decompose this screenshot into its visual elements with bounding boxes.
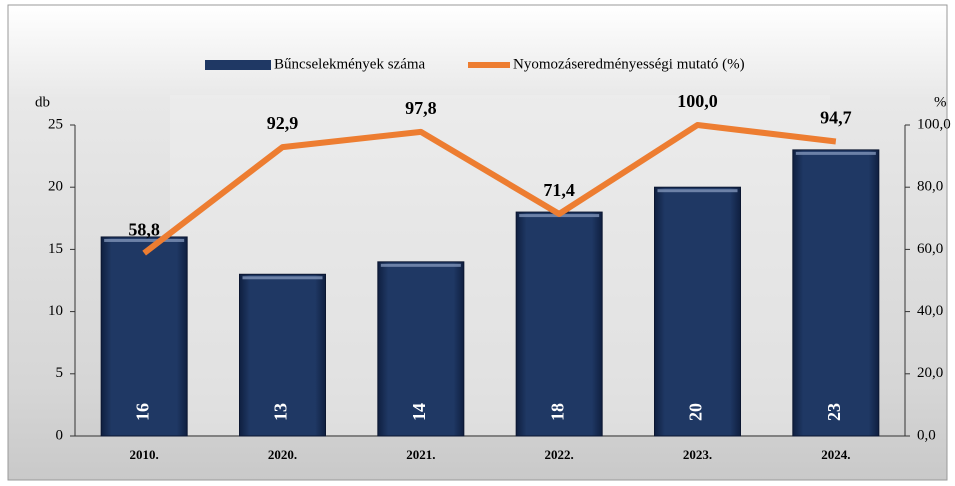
- y-tick-label: 10: [48, 303, 63, 319]
- x-tick-label: 2022.: [545, 447, 574, 462]
- y-tick-label: 20: [48, 179, 63, 195]
- bar-top: [380, 263, 461, 267]
- y2-tick-label: 0,0: [917, 427, 936, 443]
- line-value-label: 58,8: [128, 219, 160, 239]
- bar: [100, 236, 188, 437]
- y2-tick-label: 80,0: [917, 179, 943, 195]
- bar-top: [242, 276, 323, 280]
- line: [142, 122, 837, 256]
- bar-value-label: 16: [132, 403, 152, 421]
- bar-value-label: 14: [409, 403, 429, 421]
- line-value-label: 92,9: [267, 113, 299, 133]
- bar-value-label: 23: [824, 403, 844, 421]
- x-tick-label: 2010.: [130, 447, 159, 462]
- y2-tick-label: 40,0: [917, 303, 943, 319]
- bar: [515, 211, 603, 437]
- bar-value-label: 18: [547, 403, 567, 421]
- bar-top: [104, 238, 185, 242]
- line-value-label: 94,7: [820, 108, 852, 128]
- bar: [377, 261, 465, 437]
- y-axis-label: db: [35, 94, 50, 110]
- bar: [654, 186, 741, 437]
- x-tick-label: 2023.: [683, 447, 712, 462]
- x-tick-label: 2020.: [268, 447, 297, 462]
- bar-top: [657, 189, 738, 193]
- y-tick-label: 5: [56, 365, 64, 381]
- legend-swatch: [205, 60, 271, 70]
- line-value-label: 97,8: [405, 98, 437, 118]
- y-tick-label: 25: [48, 116, 63, 132]
- y-tick-label: 0: [56, 427, 64, 443]
- line-value-label: 71,4: [543, 180, 575, 200]
- bar-top: [795, 151, 876, 155]
- y2-tick-label: 60,0: [917, 241, 943, 257]
- bar-value-label: 13: [271, 403, 291, 421]
- y2-tick-label: 20,0: [917, 365, 943, 381]
- legend-label: Bűncselekmények száma: [274, 56, 426, 72]
- bar-value-label: 20: [686, 403, 706, 421]
- x-tick-label: 2024.: [821, 447, 850, 462]
- line-value-label: 100,0: [677, 91, 718, 111]
- x-tick-label: 2021.: [406, 447, 435, 462]
- legend-label: Nyomozáseredményességi mutató (%): [513, 56, 745, 72]
- y2-axis-label: %: [934, 94, 947, 110]
- y-tick-label: 15: [48, 241, 63, 257]
- y2-tick-label: 100,0: [917, 116, 951, 132]
- bar: [792, 149, 880, 437]
- bar: [239, 273, 326, 437]
